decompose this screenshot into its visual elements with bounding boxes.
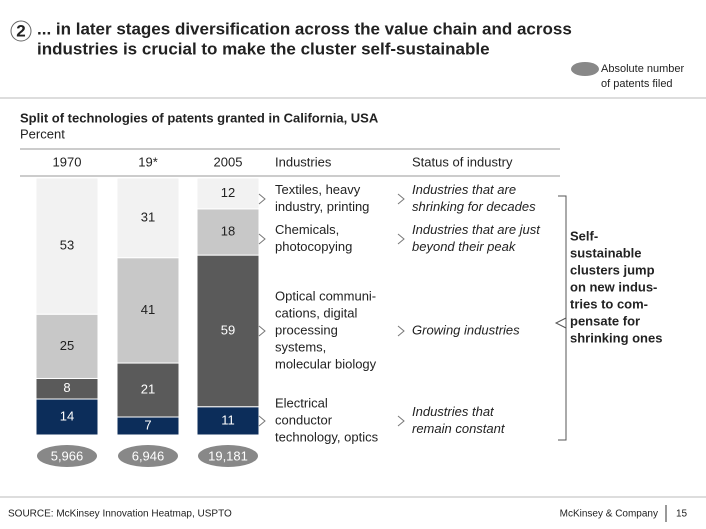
value-label: 53: [60, 238, 74, 253]
status: beyond their peak: [412, 239, 517, 254]
status: Growing industries: [412, 322, 520, 337]
value-label: 7: [144, 417, 151, 432]
source: SOURCE: McKinsey Innovation Heatmap, USP…: [8, 509, 232, 520]
number-badge: [10, 20, 32, 42]
bar-segment: [35, 177, 99, 315]
legend-swatch: [571, 62, 599, 76]
arrow: [397, 415, 405, 427]
total-badge: [37, 445, 97, 467]
total-label: 5,966: [51, 448, 84, 463]
x-tick-label: 1970: [53, 154, 82, 169]
bar-segment: [35, 313, 99, 379]
bar-segment: [116, 177, 180, 259]
status: Industries that are just: [412, 222, 541, 237]
status: Industries that are: [412, 182, 516, 197]
total-badge: [198, 445, 258, 467]
industry: Textiles, heavy: [275, 182, 361, 197]
industry: Optical communi-: [275, 288, 376, 303]
total-label: 19,181: [208, 448, 248, 463]
page-number: 15: [676, 509, 688, 520]
industry: Chemicals,: [275, 222, 339, 237]
value-label: 25: [60, 338, 74, 353]
industry: conductor: [275, 412, 333, 427]
callout-line: tries to com-: [570, 296, 648, 311]
callout-line: shrinking ones: [570, 330, 662, 345]
industry: systems,: [275, 339, 326, 354]
chart-subtitle: Percent: [20, 126, 65, 141]
total-badge: [118, 445, 178, 467]
bar-segment: [116, 362, 180, 418]
arrow: [258, 193, 266, 205]
arrow: [258, 233, 266, 245]
arrow: [397, 193, 405, 205]
callout-line: clusters jump: [570, 262, 655, 277]
status: remain constant: [412, 421, 506, 436]
arrow: [397, 233, 405, 245]
industry: molecular biology: [275, 356, 377, 371]
arrow: [397, 325, 405, 337]
value-label: 14: [60, 408, 74, 423]
industry: industry, printing: [275, 199, 369, 214]
bar-segment: [116, 257, 180, 364]
bar-segment: [35, 398, 99, 436]
status: shrinking for decades: [412, 199, 536, 214]
bar-segment: [196, 208, 260, 256]
bar-segment: [196, 254, 260, 408]
total-label: 6,946: [132, 448, 165, 463]
value-label: 11: [221, 412, 235, 427]
slide-number: 2: [16, 21, 25, 40]
status: Industries that: [412, 404, 495, 419]
x-tick-label: 19*: [138, 154, 158, 169]
value-label: 59: [221, 322, 235, 337]
industry: cations, digital: [275, 305, 357, 320]
chart-title: Split of technologies of patents granted…: [20, 110, 379, 125]
industry: photocopying: [275, 239, 352, 254]
callout-line: sustainable: [570, 245, 642, 260]
arrow: [258, 415, 266, 427]
callout-line: Self-: [570, 228, 598, 243]
value-label: 8: [63, 380, 70, 395]
x-tick-label: 2005: [214, 154, 243, 169]
value-label: 18: [221, 223, 235, 238]
industry: technology, optics: [275, 429, 379, 444]
bracket: [554, 195, 567, 441]
arrow: [258, 325, 266, 337]
column-header: Industries: [275, 154, 332, 169]
company: McKinsey & Company: [560, 509, 658, 520]
value-label: 41: [141, 302, 155, 317]
legend-text: of patents filed: [601, 78, 673, 90]
callout-line: on new indus-: [570, 279, 657, 294]
value-label: 12: [221, 185, 235, 200]
column-header: Status of industry: [412, 154, 513, 169]
industry: Electrical: [275, 395, 328, 410]
value-label: 31: [141, 209, 155, 224]
callout-line: pensate for: [570, 313, 640, 328]
legend-text: Absolute number: [601, 63, 684, 75]
title-line: industries is crucial to make the cluste…: [37, 39, 490, 58]
title-line: ... in later stages diversification acro…: [37, 19, 572, 38]
bar-segment: [196, 177, 260, 210]
industry: processing: [275, 322, 338, 337]
bar-segment: [196, 406, 260, 436]
value-label: 21: [141, 381, 155, 396]
